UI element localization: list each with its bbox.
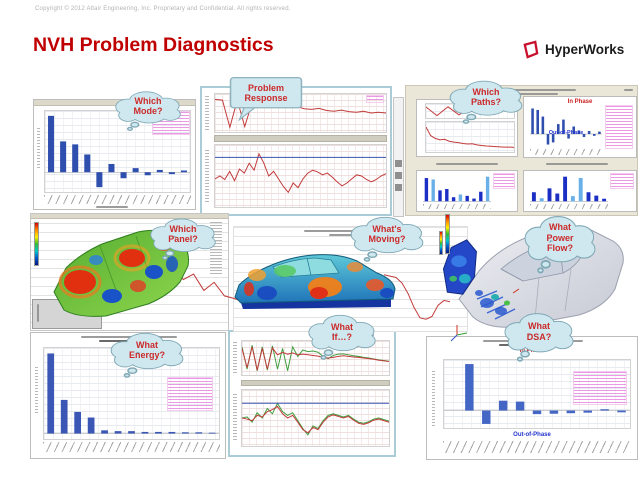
y-axis-microtext — [35, 367, 38, 413]
paths-inphase-chart — [530, 106, 602, 147]
bubble-label: What Energy? — [128, 339, 165, 360]
report-subtitle-microtext — [488, 93, 558, 95]
bubble-label: What Power Flow? — [546, 222, 574, 254]
callout-bubble-shape — [229, 76, 303, 122]
legend-microtext — [605, 105, 633, 149]
vertical-microtext — [37, 304, 39, 322]
hyperworks-logo-icon — [523, 40, 539, 59]
in-phase-label: In Phase — [567, 99, 593, 105]
out-of-phase-label: Out-of-Phase — [548, 130, 584, 136]
speech-bubble-which-panel: Which Panel? — [147, 215, 219, 261]
out-of-phase-label: Out-of-Phase — [513, 432, 551, 438]
contour-colorbar-small — [439, 231, 443, 255]
panel-energy — [30, 332, 226, 459]
speech-bubble-what-if: What If…? — [305, 311, 379, 361]
x-tick-labels — [43, 442, 220, 452]
contour-colorbar — [445, 214, 450, 254]
hyperworks-logo-text: HyperWorks — [545, 42, 625, 57]
y-axis-microtext — [205, 150, 209, 202]
chart-title-microtext — [81, 336, 177, 338]
cloud-bubble-shape — [350, 216, 424, 262]
scrollbar-thumb[interactable] — [395, 160, 402, 167]
speech-bubble-what-power-flow: What Power Flow? — [521, 211, 599, 275]
x-axis-title-microtext — [96, 206, 128, 208]
bubble-label: Which Panel? — [168, 223, 198, 245]
bubble-label: Which Mode? — [133, 96, 163, 117]
car-contour-modal-image — [53, 229, 189, 317]
x-tick-labels — [44, 195, 191, 204]
speech-bubble-problem-response: Problem Response — [228, 76, 304, 122]
divider-strip — [241, 380, 390, 386]
paths-inphase-panel: In Phase Out-of-Phase — [523, 96, 637, 158]
x-tick-labels — [443, 441, 631, 453]
copyright-text: Copyright © 2012 Altair Engineering, Inc… — [35, 6, 291, 12]
chart-title-microtext — [546, 163, 608, 165]
bubble-label: Which Paths? — [470, 86, 501, 108]
mode-participation-chart — [44, 110, 191, 193]
cloud-bubble-shape — [504, 313, 574, 362]
legend-microtext — [573, 371, 627, 405]
speech-bubble-whats-moving: What's Moving? — [347, 213, 427, 263]
bubble-label: Problem Response — [244, 82, 288, 104]
legend-microtext — [610, 173, 634, 189]
legend-microtext — [167, 377, 213, 411]
speech-bubble-which-paths: Which Paths? — [446, 77, 526, 125]
bubble-label: What If…? — [331, 321, 353, 342]
paths-contribution-b-panel — [523, 170, 637, 212]
y-axis-microtext — [233, 394, 237, 442]
x-tick-labels — [423, 204, 491, 209]
cloud-bubble-shape — [524, 215, 596, 274]
divider-strip — [214, 135, 387, 142]
scrollbar-thumb[interactable] — [395, 184, 402, 191]
cloud-bubble-shape — [150, 218, 216, 260]
speech-bubble-what-dsa: What DSA? — [501, 309, 577, 363]
hyperworks-logo: HyperWorks — [521, 40, 624, 59]
panel-dsa: In Phase Out-of-Phase — [426, 336, 638, 460]
x-tick-labels — [530, 149, 602, 155]
response-main-chart — [214, 144, 387, 208]
paths-contribution-b-chart — [530, 175, 608, 203]
car-contour-mini-image — [442, 239, 477, 295]
legend-microtext — [493, 173, 515, 189]
paths-contribution-a-panel — [416, 170, 518, 212]
page-title: NVH Problem Diagnostics — [33, 34, 274, 56]
speech-bubble-what-energy: What Energy? — [107, 329, 187, 379]
panel-header — [34, 100, 195, 106]
page-number-microtext — [624, 89, 633, 91]
y-axis-microtext — [37, 128, 40, 168]
cloud-bubble-shape — [115, 91, 181, 131]
contour-colorbar — [34, 222, 39, 266]
chart-title-microtext — [436, 163, 498, 165]
whatif-main-chart — [241, 389, 390, 447]
report-title-microtext — [468, 89, 576, 91]
legend-microtext — [366, 95, 384, 103]
panel-header — [31, 214, 228, 219]
background-curve-chart — [384, 253, 450, 327]
cloud-bubble-shape — [308, 314, 376, 360]
speech-bubble-which-mode: Which Mode? — [112, 88, 184, 132]
cloud-bubble-shape — [110, 332, 184, 378]
y-axis-microtext — [233, 342, 237, 374]
paths-contribution-a-chart — [423, 175, 491, 203]
y-axis-microtext — [205, 96, 209, 132]
car-contour-sideview-image — [234, 254, 396, 309]
y-axis-microtext — [432, 371, 435, 427]
cloud-bubble-shape — [449, 80, 523, 124]
scrollbar-strip[interactable] — [393, 97, 404, 217]
bubble-label: What's Moving? — [368, 223, 406, 244]
bubble-label: What DSA? — [526, 321, 552, 342]
paths-overview-main-chart — [425, 121, 515, 153]
scrollbar-thumb[interactable] — [395, 172, 402, 179]
x-tick-labels — [530, 204, 608, 209]
background-curve-chart — [173, 256, 245, 314]
